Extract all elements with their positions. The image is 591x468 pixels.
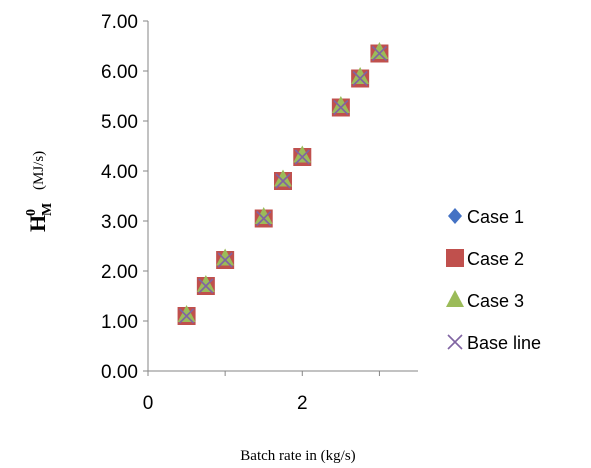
legend-marker	[446, 290, 464, 307]
y-tick-label: 1.00	[101, 312, 138, 333]
x-tick-label: 0	[143, 393, 154, 414]
y-tick-label: 7.00	[101, 12, 138, 33]
data-point	[351, 67, 370, 84]
legend-marker	[446, 249, 464, 267]
x-tick-label: 2	[297, 393, 308, 414]
data-point	[274, 169, 292, 187]
y-axis-label-subscript: M	[40, 203, 55, 216]
data-point	[294, 149, 310, 165]
data-point	[275, 173, 291, 189]
y-axis-label-unit: (MJ/s)	[31, 151, 47, 190]
axes	[147, 21, 418, 372]
legend-label: Base line	[467, 333, 541, 353]
data-point	[371, 45, 387, 62]
y-tick-label: 2.00	[101, 262, 138, 283]
series-base-line	[179, 45, 387, 324]
legend-marker	[448, 208, 462, 224]
data-point	[352, 70, 368, 87]
y-tick-label: 5.00	[101, 112, 138, 133]
data-points	[177, 42, 389, 325]
data-point	[198, 278, 214, 294]
x-axis-label: Batch rate in (kg/s)	[240, 448, 355, 464]
legend-label: Case 2	[467, 249, 524, 269]
data-point	[293, 145, 312, 163]
y-tick-label: 3.00	[101, 212, 138, 233]
legend-item: Case 1	[448, 207, 524, 227]
legend-item: Case 3	[446, 290, 524, 311]
data-point	[177, 305, 196, 322]
y-axis-label: H 0 M (MJ/s)	[24, 151, 55, 232]
data-point	[254, 207, 273, 224]
data-point	[217, 252, 233, 268]
legend: Case 1 Case 2 Case 3 Base line	[446, 207, 541, 353]
legend-label: Case 3	[467, 291, 524, 311]
legend-marker	[447, 334, 463, 350]
data-point	[196, 275, 215, 292]
legend-item: Case 2	[446, 249, 524, 269]
series-case-3	[177, 42, 389, 322]
data-point	[370, 42, 389, 59]
data-point	[179, 308, 195, 324]
y-tick-label: 6.00	[101, 62, 138, 83]
y-tick-label: 0.00	[101, 362, 138, 383]
y-axis-label-symbol: H	[25, 215, 50, 232]
data-point	[331, 96, 350, 113]
legend-label: Case 1	[467, 207, 524, 227]
legend-item: Base line	[447, 333, 541, 353]
data-point	[333, 99, 349, 116]
y-axis-label-superscript: 0	[24, 209, 39, 216]
data-point	[216, 248, 235, 266]
y-tick-label: 4.00	[101, 162, 138, 183]
data-point	[256, 210, 272, 227]
y-tick-labels: 0.00 1.00 2.00 3.00 4.00 5.00 6.00 7.00	[101, 12, 148, 383]
